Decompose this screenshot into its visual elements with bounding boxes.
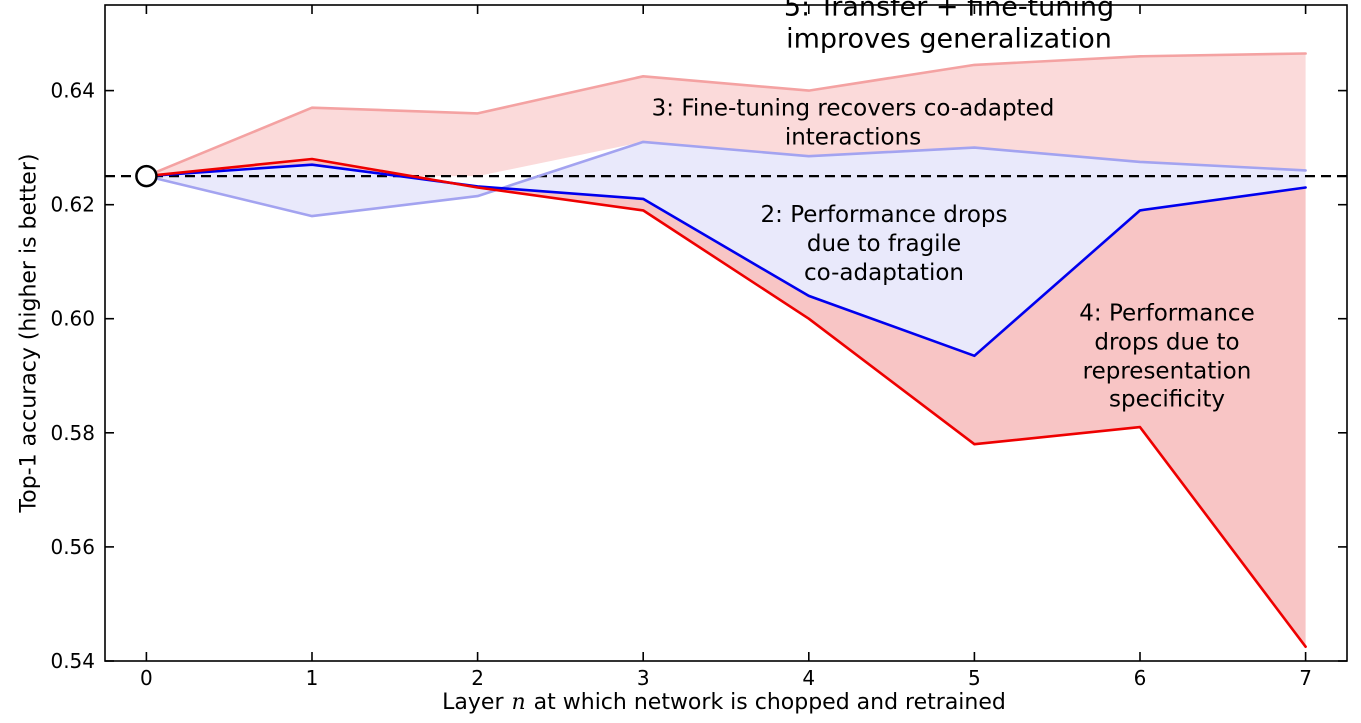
y-tick-label: 0.62 <box>50 193 95 217</box>
x-tick-label: 3 <box>637 666 650 690</box>
y-tick-label: 0.56 <box>50 535 95 559</box>
series-line-4 <box>145 157 1307 649</box>
annotation-4: 4: Performance drops due to representati… <box>1079 300 1255 413</box>
series-line-2 <box>145 140 1307 218</box>
region-fragile-coadaptation-drop <box>146 141 1306 356</box>
baseline-marker-circle-icon <box>135 164 158 188</box>
annotation-1: 5: Transfer + fine-tuning improves gener… <box>783 0 1115 55</box>
x-tick-label: 4 <box>802 666 815 690</box>
annotation-3: 2: Performance drops due to fragile co-a… <box>760 201 1008 286</box>
series-line-1 <box>145 52 1307 178</box>
y-tick-label: 0.64 <box>50 79 95 103</box>
x-axis-label-prefix: Layer <box>442 690 511 715</box>
y-axis-label: Top-1 accuracy (higher is better) <box>16 153 42 513</box>
x-tick-label: 2 <box>471 666 484 690</box>
series-line-3 <box>145 163 1307 358</box>
region-representation-specificity-drop <box>146 159 1306 647</box>
x-tick-label: 6 <box>1134 666 1147 690</box>
plot-frame <box>104 4 1348 662</box>
y-tick-label: 0.58 <box>50 421 95 445</box>
x-tick-label: 7 <box>1299 666 1312 690</box>
y-tick-label: 0.60 <box>50 307 95 331</box>
region-transfer-finetune-gain <box>146 53 1306 177</box>
x-axis-label-suffix: at which network is chopped and retraine… <box>526 690 1006 715</box>
annotation-2: 3: Fine-tuning recovers co-adapted inter… <box>651 95 1055 150</box>
x-tick-label: 0 <box>140 666 153 690</box>
x-axis-label-variable: n <box>511 690 526 715</box>
x-axis-label: Layer n at which network is chopped and … <box>442 690 1006 715</box>
x-tick-label: 5 <box>968 666 981 690</box>
y-tick-label: 0.54 <box>50 649 95 673</box>
x-tick-label: 1 <box>306 666 319 690</box>
